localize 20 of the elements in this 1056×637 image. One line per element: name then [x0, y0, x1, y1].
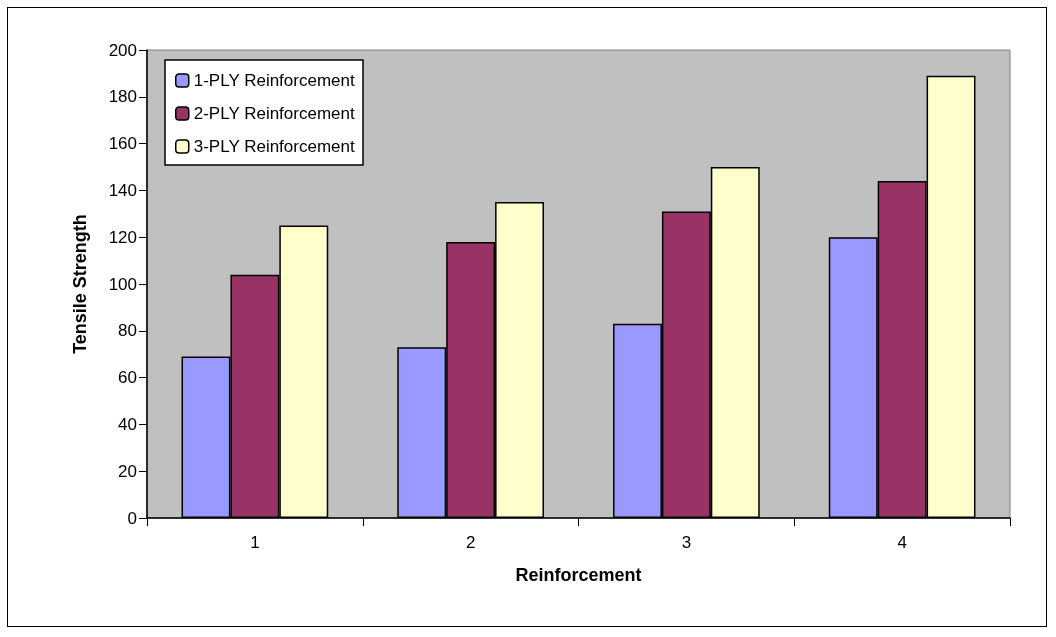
y-tick-label: 140	[108, 180, 137, 200]
y-tick-label: 200	[108, 40, 137, 60]
x-tick-label: 2	[465, 533, 476, 552]
y-tick-label: 20	[118, 461, 137, 481]
y-tick-label: 120	[108, 227, 137, 247]
y-tick-label: 80	[118, 321, 137, 341]
y-axis-title: Tensile Strength	[70, 214, 90, 354]
legend-label: 2-PLY Reinforcement	[193, 104, 355, 123]
y-tick-label: 180	[108, 87, 137, 107]
y-tick-label: 60	[118, 368, 137, 388]
legend-label: 3-PLY Reinforcement	[193, 137, 355, 156]
y-tick-label: 0	[127, 508, 137, 528]
y-tick-label: 40	[118, 414, 137, 434]
y-tick-label: 160	[108, 134, 137, 154]
x-axis-title: Reinforcement	[515, 565, 642, 585]
legend-label: 1-PLY Reinforcement	[193, 71, 355, 90]
x-tick-label: 1	[250, 533, 260, 552]
x-tick-label: 4	[897, 533, 907, 552]
y-tick-label: 100	[108, 274, 137, 294]
x-tick-label: 3	[681, 533, 692, 552]
